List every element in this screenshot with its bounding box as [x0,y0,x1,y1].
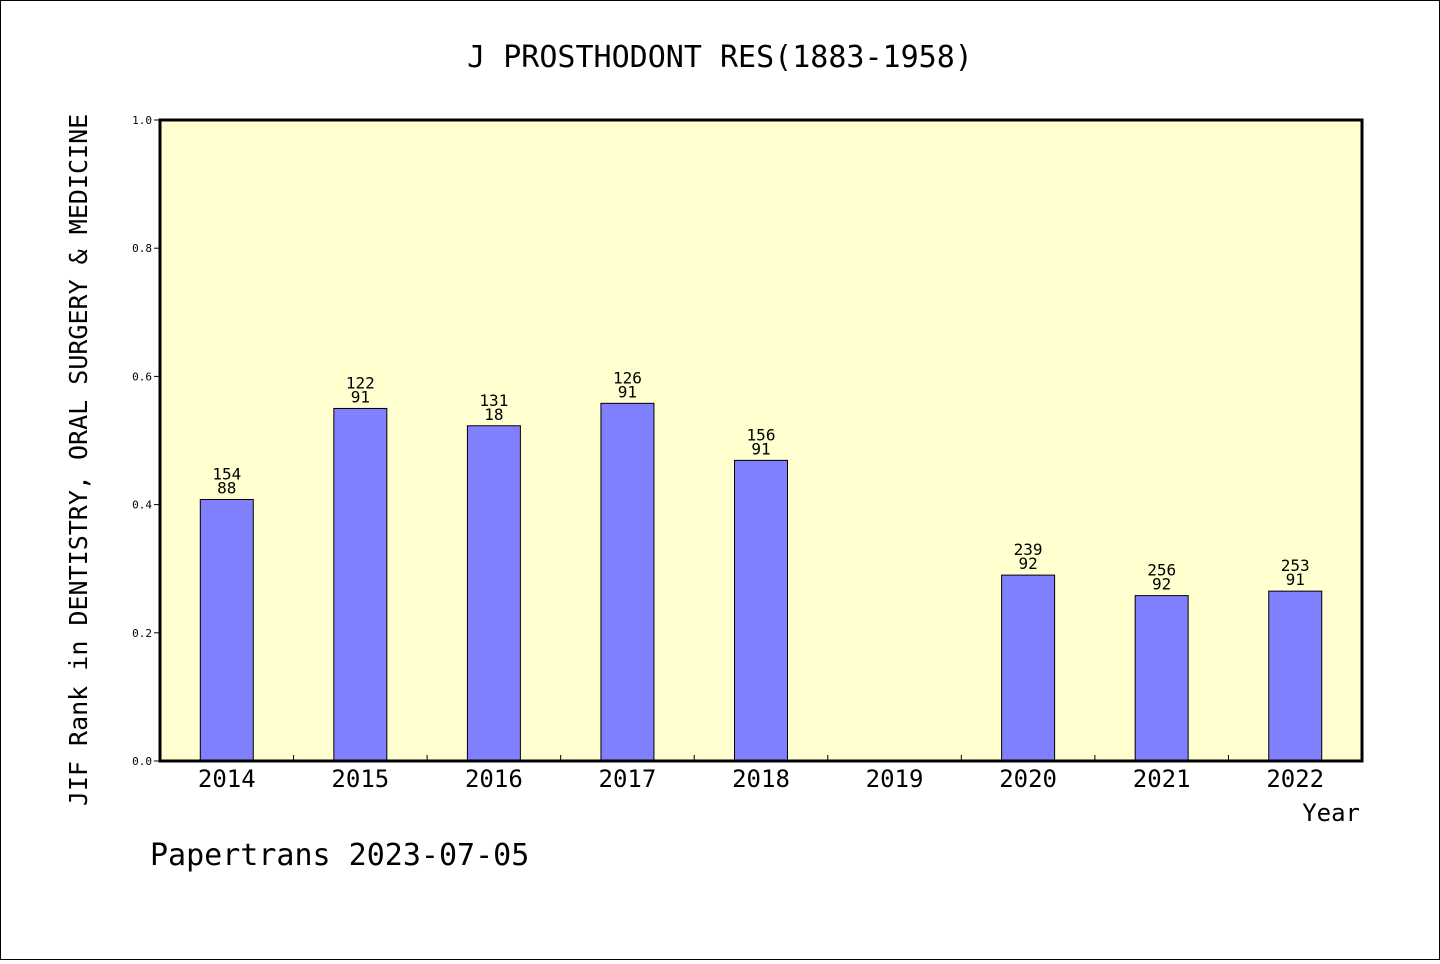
bar-2021 [1134,595,1189,762]
bar-2017 [600,402,655,762]
plot-border [158,118,1364,763]
x-tick-label: 2018 [732,765,790,793]
x-tick-label: 2020 [999,765,1057,793]
x-tick-label: 2019 [866,765,924,793]
y-tick-label: 0.8 [132,242,152,255]
bar-label-bottom: 91 [351,387,370,406]
bar-label-top: 256 [1147,561,1176,580]
bar-2022 [1268,590,1323,762]
bar-2015 [333,407,388,762]
bar-label-top: 131 [479,391,508,410]
bar-label-bottom: 91 [1286,570,1305,589]
y-tick-label: 0.0 [132,755,152,768]
bar-label-bottom: 92 [1152,575,1171,594]
ticks-group: 0.0 0.2 0.4 0.6 0.8 1.0 2014 2015 2016 2017 2018 20… [132,114,1324,793]
bar-label-top: 126 [613,368,642,387]
y-tick-label: 1.0 [132,114,152,127]
bar-label-top: 239 [1014,540,1043,559]
bar-2016 [466,425,521,762]
bar-label-bottom: 88 [217,478,236,497]
bar-label-bottom: 91 [751,439,770,458]
chart-title: J PROSTHODONT RES(1883-1958) [467,40,973,75]
footer-text: Papertrans 2023-07-05 [150,838,529,873]
bar-label-top: 122 [346,373,375,392]
x-tick-label: 2017 [599,765,657,793]
x-tick-label: 2022 [1266,765,1324,793]
x-axis-label: Year [1302,799,1360,827]
y-axis-label: JIF Rank in DENTISTRY, ORAL SURGERY & ME… [64,114,93,806]
bar-label-top: 253 [1281,556,1310,575]
y-tick-label: 0.4 [132,499,152,512]
y-tick-label: 0.6 [132,370,152,383]
x-tick-label: 2014 [198,765,256,793]
bar-label-top: 156 [747,425,776,444]
bar-2014 [199,498,254,762]
x-tick-label: 2021 [1133,765,1191,793]
bar-2020 [1001,574,1056,762]
y-tick-label: 0.2 [132,627,152,640]
x-tick-label: 2016 [465,765,523,793]
bar-label-top: 154 [212,464,241,483]
bar-label-bottom: 18 [484,405,503,424]
bar-label-bottom: 91 [618,382,637,401]
bar-label-bottom: 92 [1018,554,1037,573]
bar-2018 [734,459,788,762]
x-tick-label: 2015 [331,765,389,793]
